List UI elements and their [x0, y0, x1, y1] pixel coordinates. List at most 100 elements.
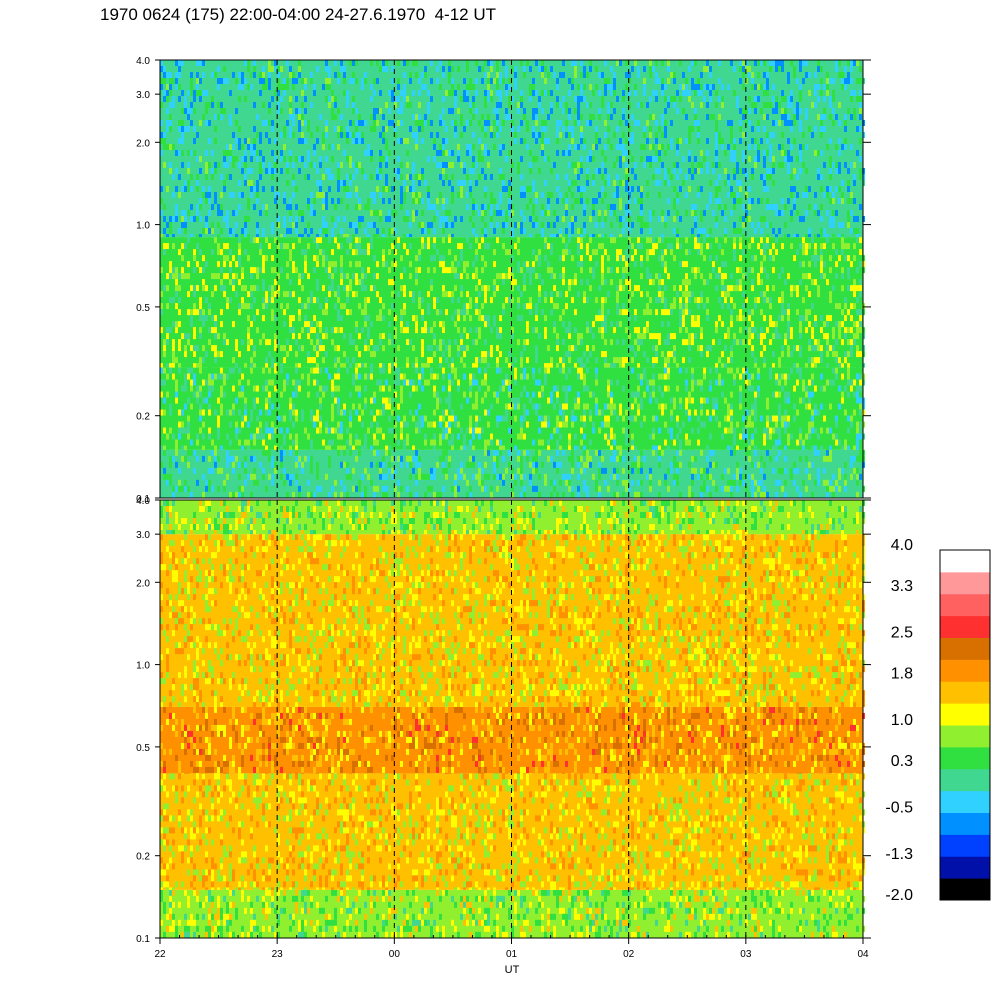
heatmap-cell — [634, 455, 637, 462]
heatmap-cell — [370, 243, 373, 250]
heatmap-cell — [463, 267, 466, 274]
heatmap-cell — [316, 379, 319, 386]
heatmap-cell — [739, 309, 742, 316]
heatmap-cell — [520, 391, 523, 398]
heatmap-cell — [268, 449, 271, 456]
heatmap-cell — [181, 491, 184, 498]
heatmap-cell — [826, 333, 829, 340]
heatmap-cell — [655, 397, 658, 404]
heatmap-cell — [481, 397, 484, 404]
heatmap-cell — [469, 357, 472, 364]
heatmap-cell — [307, 333, 310, 340]
heatmap-cell — [451, 415, 454, 422]
heatmap-cell — [328, 379, 331, 386]
heatmap-cell — [313, 473, 316, 480]
heatmap-cell — [298, 255, 301, 262]
heatmap-cell — [757, 60, 760, 66]
heatmap-cell — [364, 373, 367, 380]
heatmap-cell — [850, 339, 853, 346]
heatmap-cell — [571, 491, 574, 498]
heatmap-cell — [265, 267, 268, 274]
heatmap-cell — [757, 243, 760, 250]
heatmap-cell — [364, 363, 367, 368]
heatmap-cell — [847, 60, 850, 66]
heatmap-cell — [610, 297, 613, 304]
heatmap-cell — [625, 397, 628, 404]
heatmap-cell — [604, 403, 607, 410]
heatmap-cell — [607, 267, 610, 274]
heatmap-cell — [481, 461, 484, 468]
heatmap-cell — [238, 439, 241, 446]
heatmap-cell — [193, 249, 196, 256]
heatmap-cell — [697, 297, 700, 304]
heatmap-cell — [751, 279, 754, 286]
heatmap-cell — [535, 321, 538, 328]
heatmap-cell — [406, 321, 409, 328]
heatmap-cell — [187, 373, 190, 380]
heatmap-cell — [394, 485, 397, 492]
heatmap-cell — [235, 291, 238, 298]
heatmap-cell — [313, 479, 316, 486]
heatmap-cell — [667, 333, 670, 340]
heatmap-cell — [328, 357, 331, 364]
heatmap-cell — [241, 267, 244, 274]
heatmap-cell — [193, 255, 196, 262]
heatmap-cell — [478, 415, 481, 422]
heatmap-cell — [424, 327, 427, 334]
heatmap-cell — [331, 285, 334, 292]
heatmap-cell — [283, 345, 286, 352]
heatmap-cell — [457, 379, 460, 386]
heatmap-cell — [196, 397, 199, 404]
heatmap-cell — [553, 279, 556, 286]
heatmap-cell — [205, 273, 208, 280]
heatmap-cell — [385, 427, 388, 434]
heatmap-cell — [586, 449, 589, 456]
heatmap-cell — [184, 273, 187, 280]
heatmap-cell — [766, 327, 769, 334]
heatmap-cell — [439, 397, 442, 404]
heatmap-cell — [658, 397, 661, 404]
heatmap-cell — [820, 267, 823, 274]
heatmap-cell — [622, 455, 625, 462]
heatmap-cell — [490, 273, 493, 280]
heatmap-cell — [286, 373, 289, 380]
heatmap-cell — [658, 479, 661, 486]
heatmap-cell — [730, 243, 733, 250]
heatmap-cell — [217, 261, 220, 268]
heatmap-cell — [625, 357, 628, 364]
heatmap-cell — [286, 473, 289, 480]
heatmap-cell — [478, 427, 481, 434]
heatmap-cell — [427, 243, 430, 250]
heatmap-cell — [598, 485, 601, 492]
heatmap-cell — [226, 273, 229, 280]
heatmap-cell — [727, 315, 730, 322]
heatmap-cell — [526, 427, 529, 434]
heatmap-cell — [373, 315, 376, 322]
heatmap-cell — [277, 427, 280, 434]
heatmap-cell — [817, 357, 820, 364]
heatmap-cell — [172, 351, 175, 358]
heatmap-band — [160, 237, 865, 368]
heatmap-cell — [400, 467, 403, 474]
heatmap-cell — [424, 357, 427, 364]
heatmap-cell — [424, 433, 427, 440]
heatmap-cell — [508, 363, 511, 368]
heatmap-cell — [319, 249, 322, 256]
heatmap-cell — [598, 315, 601, 322]
heatmap-cell — [643, 333, 646, 340]
heatmap-cell — [469, 327, 472, 334]
heatmap-cell — [748, 409, 751, 416]
heatmap-cell — [217, 237, 220, 244]
heatmap-cell — [466, 333, 469, 340]
heatmap-cell — [190, 403, 193, 410]
heatmap-cell — [196, 279, 199, 286]
heatmap-cell — [652, 433, 655, 440]
heatmap-cell — [274, 367, 277, 374]
heatmap-cell — [664, 279, 667, 286]
heatmap-cell — [553, 315, 556, 322]
heatmap-cell — [322, 273, 325, 280]
heatmap-cell — [793, 461, 796, 468]
heatmap-cell — [247, 273, 250, 280]
heatmap-cell — [250, 455, 253, 462]
heatmap-cell — [247, 327, 250, 334]
